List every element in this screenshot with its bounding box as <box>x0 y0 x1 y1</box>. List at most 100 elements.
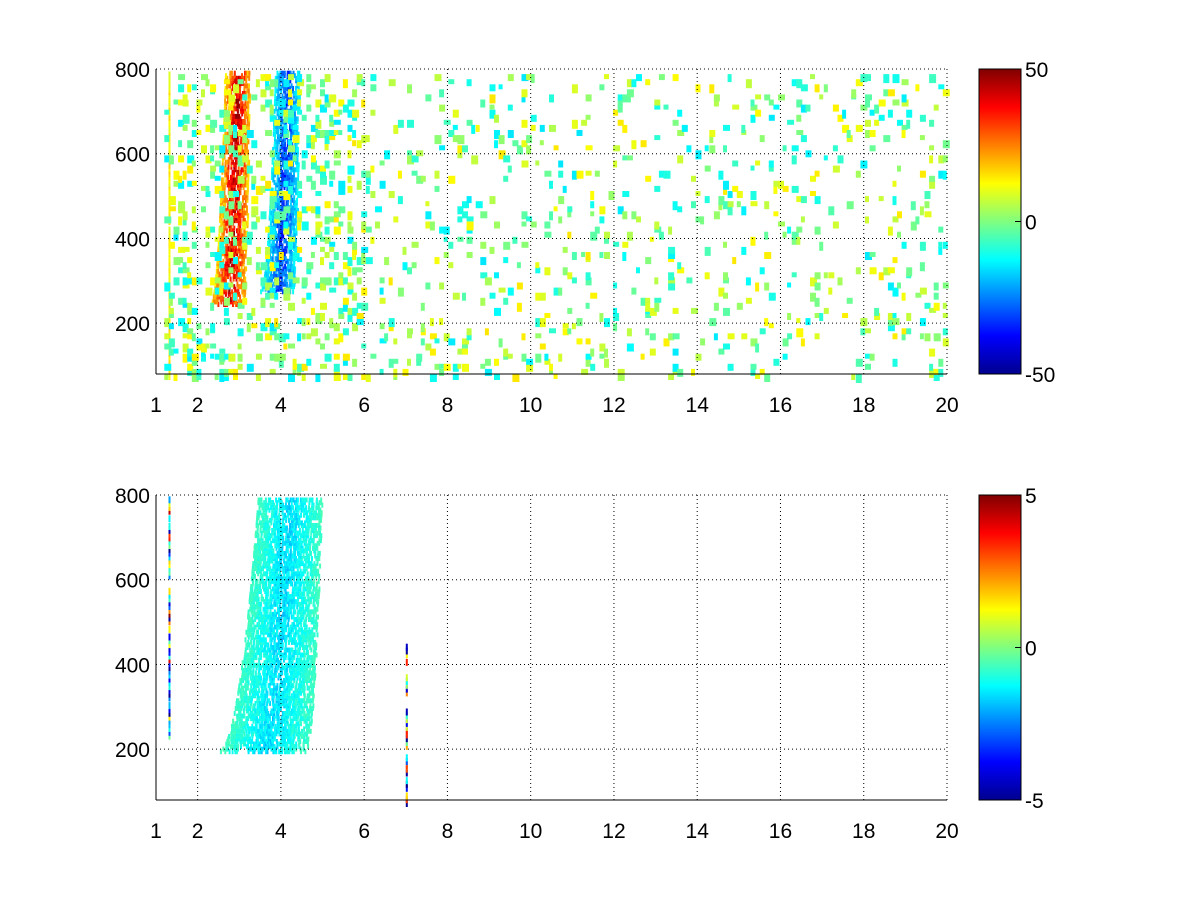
heatmap-cell <box>539 292 546 301</box>
heatmap-cell <box>304 749 307 755</box>
heatmap-cell <box>814 226 821 235</box>
heatmap-cell <box>240 124 243 130</box>
heatmap-cell <box>271 723 274 729</box>
heatmap-cell <box>869 252 876 257</box>
heatmap-cell <box>263 624 266 630</box>
heatmap-cell <box>402 368 409 376</box>
heatmap-cell <box>225 93 228 99</box>
heatmap-cell <box>254 662 257 668</box>
heatmap-cell <box>287 688 290 694</box>
heatmap-cell <box>290 655 293 661</box>
heatmap-cell <box>228 104 234 111</box>
heatmap-cell <box>276 177 279 183</box>
heatmap-cell <box>275 713 278 719</box>
heatmap-cell <box>290 210 293 216</box>
heatmap-cell <box>919 170 926 178</box>
heatmap-cell <box>237 136 240 142</box>
heatmap-cell <box>279 723 281 729</box>
heatmap-cell <box>228 228 231 234</box>
heatmap-cell <box>229 187 232 193</box>
heatmap-cell <box>755 282 760 292</box>
heatmap-cell <box>272 700 274 706</box>
heatmap-cell <box>233 162 236 168</box>
heatmap-cell <box>257 662 260 668</box>
heatmap-cell <box>869 353 875 361</box>
heatmap-cell <box>287 258 290 264</box>
heatmap-cell <box>311 627 314 633</box>
heatmap-cell <box>187 180 194 187</box>
heatmap-cell <box>887 323 895 332</box>
heatmap-cell <box>356 318 364 326</box>
heatmap-cell <box>250 645 253 650</box>
heatmap-cell <box>695 84 701 93</box>
heatmap-cell <box>309 614 312 620</box>
heatmap-cell <box>219 215 222 221</box>
heatmap-cell <box>365 226 372 233</box>
heatmap-cell <box>269 276 272 282</box>
heatmap-cell <box>892 318 900 326</box>
heatmap-cell <box>280 218 283 224</box>
heatmap-cell <box>594 226 600 234</box>
heatmap-cell <box>475 124 480 132</box>
heatmap-cell <box>278 688 281 694</box>
heatmap-cell <box>311 706 314 711</box>
x-tick-label: 14 <box>686 394 710 417</box>
heatmap-cell <box>286 75 289 81</box>
heatmap-cell <box>709 318 717 327</box>
heatmap-cell <box>494 114 499 123</box>
heatmap-cell <box>295 177 298 183</box>
heatmap-cell <box>276 652 279 658</box>
heatmap-cell <box>178 267 184 274</box>
heatmap-cell <box>874 313 881 320</box>
heatmap-cell <box>228 267 234 274</box>
heatmap-cell <box>225 207 228 213</box>
heatmap-cell <box>234 106 237 112</box>
heatmap-cell <box>292 716 295 722</box>
heatmap-cell <box>241 205 244 211</box>
heatmap-cell <box>275 248 278 254</box>
heatmap-cell <box>704 246 711 256</box>
heatmap-cell <box>938 84 945 90</box>
heatmap-cell <box>530 124 536 131</box>
heatmap-cell <box>282 731 285 737</box>
heatmap-cell <box>295 693 298 699</box>
heatmap-cell <box>764 94 771 101</box>
heatmap-cell <box>164 363 172 371</box>
heatmap-cell <box>256 622 259 628</box>
heatmap-cell <box>306 723 309 729</box>
heatmap-cell <box>887 109 893 118</box>
heatmap-cell <box>269 609 272 615</box>
heatmap-cell <box>280 152 283 157</box>
heatmap-cell <box>535 333 542 339</box>
heatmap-cell <box>285 662 288 668</box>
heatmap-cell <box>284 246 287 252</box>
heatmap-cell <box>272 172 275 178</box>
heatmap-cell <box>205 328 210 336</box>
heatmap-cell <box>227 131 230 137</box>
heatmap-cell <box>276 149 279 155</box>
heatmap-cell <box>284 281 287 287</box>
heatmap-cell <box>237 706 240 711</box>
heatmap-cell <box>242 221 247 230</box>
heatmap-cell <box>530 114 537 122</box>
heatmap-cell <box>713 302 719 311</box>
heatmap-cell <box>243 190 246 196</box>
heatmap-cell <box>291 141 294 147</box>
heatmap-cell <box>220 220 223 226</box>
heatmap-cell <box>272 731 275 737</box>
heatmap-cell <box>248 75 251 81</box>
heatmap-cell <box>292 252 300 261</box>
heatmap-cell <box>276 627 279 633</box>
heatmap-cell <box>228 185 230 191</box>
heatmap-cell <box>549 368 553 374</box>
heatmap-cell <box>741 246 747 255</box>
heatmap-cell <box>768 99 774 106</box>
heatmap-cell <box>259 731 262 737</box>
heatmap-cell <box>196 130 202 135</box>
heatmap-cell <box>234 202 237 208</box>
heatmap-cell <box>695 191 701 196</box>
heatmap-cell <box>284 263 287 269</box>
heatmap-cell <box>347 282 354 290</box>
heatmap-cell <box>590 348 595 357</box>
heatmap-cell <box>388 79 396 87</box>
